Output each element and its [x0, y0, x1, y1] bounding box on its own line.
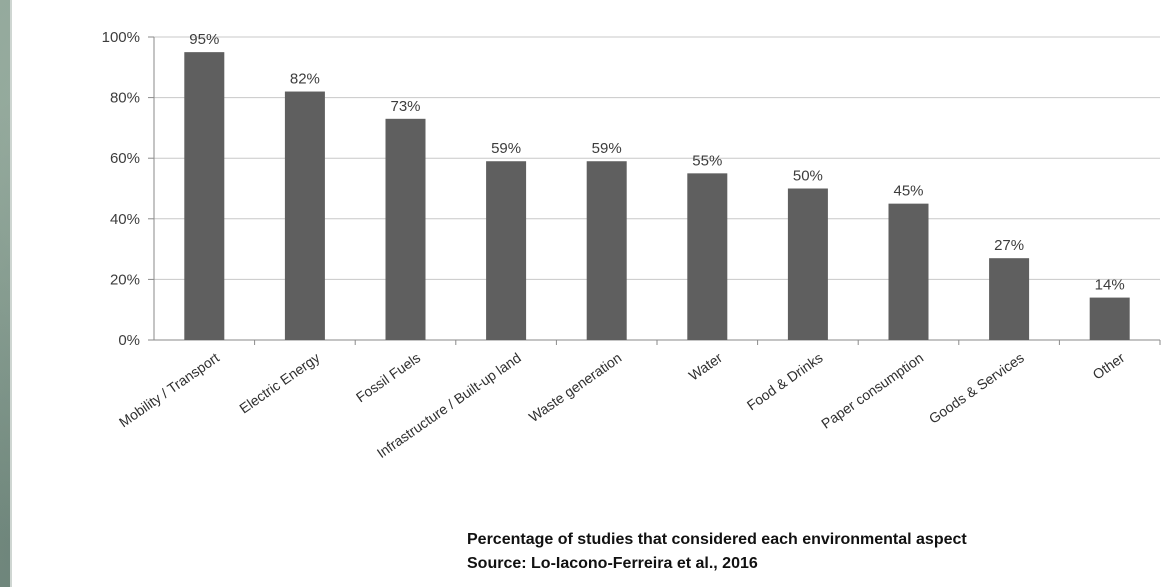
y-tick-label: 40%	[110, 211, 140, 228]
y-tick-label: 100%	[102, 29, 140, 46]
data-label: 59%	[491, 140, 521, 157]
bar-chart: 0% 20% 40% 60% 80% 100% 95% Mobility / Transpor…	[102, 29, 1161, 461]
y-tick-label: 0%	[118, 332, 140, 349]
bar	[787, 188, 828, 340]
caption-description: Percentage of studies that considered ea…	[467, 531, 967, 548]
bar	[284, 91, 325, 340]
bar	[989, 258, 1030, 340]
x-tick-label: Water	[686, 349, 726, 383]
data-label: 73%	[390, 98, 420, 115]
data-label: 59%	[592, 140, 622, 157]
bar	[1089, 297, 1130, 340]
data-label: 50%	[793, 168, 823, 185]
data-label: 95%	[189, 31, 219, 48]
x-tick-label: Food & Drinks	[744, 349, 826, 413]
x-tick-label: Fossil Fuels	[353, 349, 423, 405]
bar	[888, 203, 929, 340]
y-tick-label: 60%	[110, 150, 140, 167]
bar	[687, 173, 728, 340]
bar	[586, 161, 627, 340]
bar	[184, 52, 225, 341]
chart-caption: Percentage of studies that considered ea…	[467, 528, 967, 576]
y-tick-label: 20%	[110, 271, 140, 288]
data-label: 45%	[893, 183, 923, 200]
caption-source: Source: Lo-Iacono-Ferreira et al., 2016	[467, 555, 758, 572]
y-tick-label: 80%	[110, 90, 140, 107]
data-label: 27%	[994, 237, 1024, 254]
x-tick-label: Other	[1090, 349, 1128, 382]
x-tick-label: Waste generation	[526, 349, 625, 425]
data-label: 14%	[1095, 277, 1125, 294]
bar	[385, 118, 426, 340]
data-label: 55%	[692, 152, 722, 169]
bar	[486, 161, 527, 340]
x-tick-label: Goods & Services	[926, 349, 1027, 426]
chart-card: 0% 20% 40% 60% 80% 100% 95% Mobility / Transpor…	[10, 0, 1170, 587]
x-tick-label: Electric Energy	[236, 349, 322, 416]
x-tick-label: Mobility / Transport	[116, 349, 222, 430]
x-tick-label: Paper consumption	[818, 349, 926, 431]
data-label: 82%	[290, 71, 320, 88]
